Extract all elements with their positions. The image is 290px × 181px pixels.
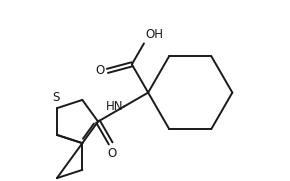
- Text: OH: OH: [146, 28, 164, 41]
- Text: S: S: [52, 91, 59, 104]
- Text: HN: HN: [106, 100, 124, 113]
- Text: O: O: [107, 147, 116, 160]
- Text: O: O: [95, 64, 104, 77]
